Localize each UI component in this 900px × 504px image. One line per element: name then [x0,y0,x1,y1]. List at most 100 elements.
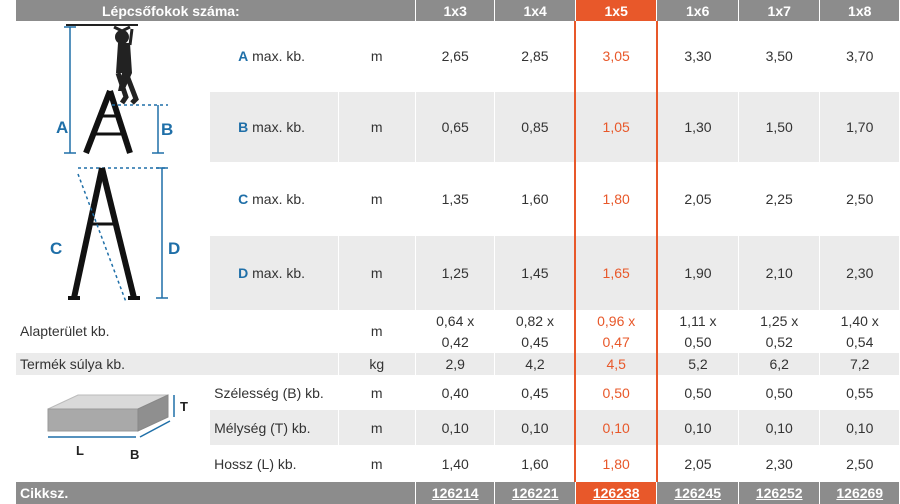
letter-b: B [238,118,249,135]
row-b-v4: 1,30 [656,91,739,162]
col-1x8: 1x8 [819,0,900,21]
row-b-v1: 0,65 [415,91,496,162]
row-area-v3: 0,96 x 0,47 [574,310,658,353]
row-area: Alapterület kb. m 0,64 x 0,42 0,82 x 0,45 … [16,310,900,353]
row-area-v6: 1,40 x 0,54 [819,310,900,353]
ladder-height-diagram: A B [16,21,211,162]
row-depth: Mélység (T) kb. m 0,10 0,10 0,10 0,10 0,… [16,410,900,445]
col-1x5: 1x5 [575,0,658,21]
row-a: A B A max. kb. m 2,65 2,85 3,05 3,30 [16,21,900,162]
row-width-v5: 0,50 [738,375,821,410]
row-length-v5: 2,30 [738,445,821,482]
row-d-v2: 1,45 [494,236,576,310]
col-1x6: 1x6 [656,0,739,21]
row-width-unit: m [338,375,416,410]
ladder-person-icon: A B [56,24,173,155]
row-d: D max. kb. m 1,25 1,45 1,65 1,90 2,10 2,… [16,236,900,310]
label-t: T [180,399,188,414]
row-c-text: max. kb. [248,191,306,207]
code-1x4[interactable]: 126221 [494,482,576,504]
row-c: C D C max. kb. m 1,35 1,60 1,80 2,05 2,2… [16,162,900,310]
area-v6-bottom: 0,54 [846,333,874,350]
row-length-v6: 2,50 [819,445,900,482]
row-width: T L B Szélesség (B) kb. m 0,40 0,45 0,50… [16,375,900,482]
row-length-v3: 1,80 [574,445,658,482]
row-width-v4: 0,50 [656,375,739,410]
row-depth-v2: 0,10 [494,410,576,445]
row-weight-v1: 2,9 [415,353,496,375]
row-weight-v5: 6,2 [738,353,821,375]
row-a-text: max. kb. [248,48,306,65]
row-c-unit: m [338,162,416,236]
area-v2-bottom: 0,45 [521,333,549,350]
row-area-v4: 1,11 x 0,50 [656,310,739,353]
row-width-v3: 0,50 [574,375,658,410]
area-v6-top: 1,40 x [840,312,879,329]
header-title: Lépcsőfokok száma: [16,0,416,21]
row-a-v2: 2,85 [494,21,576,92]
area-v3-top: 0,96 x [597,312,636,329]
row-c-v5: 2,25 [738,162,821,236]
ladder-side-icon: C D [50,167,180,303]
row-length-label: Hossz (L) kb. [209,445,339,482]
row-width-v2: 0,45 [494,375,576,410]
row-depth-v3: 0,10 [574,410,658,445]
letter-d: D [238,265,249,281]
ladder-length-diagram: C D [16,162,211,310]
row-d-label: D max. kb. [209,236,339,310]
row-weight-v6: 7,2 [819,353,900,375]
row-c-label: C max. kb. [209,162,339,236]
row-b-v6: 1,70 [819,91,900,162]
area-v5-bottom: 0,52 [765,333,793,350]
row-length: Hossz (L) kb. m 1,40 1,60 1,80 2,05 2,30… [16,445,900,482]
row-area-v5: 1,25 x 0,52 [738,310,821,353]
row-area-v1: 0,64 x 0,42 [415,310,496,353]
row-weight-v2: 4,2 [494,353,576,375]
area-v5-top: 1,25 x [760,312,799,329]
row-length-v4: 2,05 [656,445,739,482]
row-depth-v4: 0,10 [656,410,739,445]
row-a-v5: 3,50 [738,21,821,92]
row-a-label: A max. kb. [209,21,339,92]
label-b-width: B [130,447,139,462]
row-weight-unit: kg [338,353,416,375]
row-d-v1: 1,25 [415,236,496,310]
letter-c: C [238,191,249,207]
row-depth-label: Mélység (T) kb. [209,410,339,445]
row-c-v3: 1,80 [574,162,658,236]
row-depth-v6: 0,10 [819,410,900,445]
code-1x5[interactable]: 126238 [575,482,658,504]
footer-row: Cikksz. 126214 126221 126238 126245 1262… [16,482,900,504]
row-length-unit: m [338,445,416,482]
label-d: D [168,239,180,258]
row-d-v5: 2,10 [738,236,821,310]
letter-a: A [238,48,249,65]
row-d-unit: m [338,236,416,310]
row-area-v2: 0,82 x 0,45 [494,310,576,353]
row-width-v1: 0,40 [415,375,496,410]
row-width-v6: 0,55 [819,375,900,410]
row-d-text: max. kb. [248,265,306,281]
area-v1-bottom: 0,42 [441,333,469,350]
row-d-v4: 1,90 [656,236,739,310]
row-length-v2: 1,60 [494,445,576,482]
code-1x3[interactable]: 126214 [415,482,496,504]
row-depth-v1: 0,10 [415,410,496,445]
code-1x6[interactable]: 126245 [656,482,739,504]
area-v4-bottom: 0,50 [684,333,712,350]
row-weight-label: Termék súlya kb. [16,353,339,375]
label-b: B [161,120,173,139]
row-b-v2: 0,85 [494,91,576,162]
code-1x8[interactable]: 126269 [819,482,900,504]
area-v4-top: 1,11 x [679,312,717,329]
label-a: A [56,118,68,137]
area-v2-top: 0,82 x [515,312,554,329]
col-1x4: 1x4 [494,0,576,21]
code-1x7[interactable]: 126252 [738,482,821,504]
col-1x7: 1x7 [738,0,821,21]
row-a-v1: 2,65 [415,21,496,92]
area-v3-bottom: 0,47 [602,333,630,350]
footer-label: Cikksz. [16,482,416,504]
row-b-unit: m [338,91,416,162]
row-area-label: Alapterület kb. [16,310,339,353]
